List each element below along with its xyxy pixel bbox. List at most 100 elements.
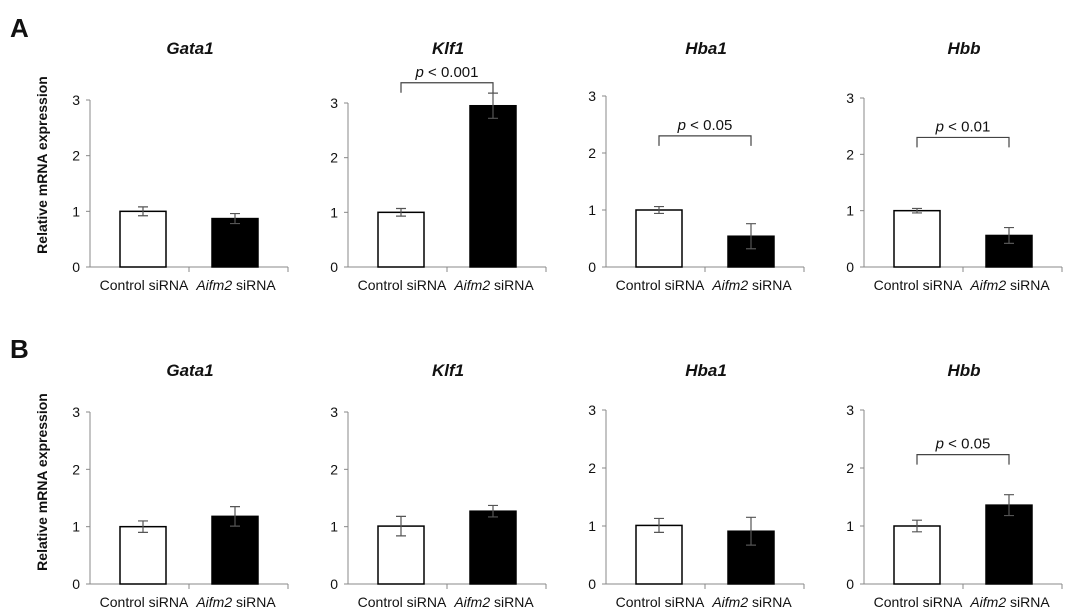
panel-a-y-axis-label: Relative mRNA expression: [34, 76, 50, 254]
chart-grid: Gata1 0 1 2 3 Control siRNA Aifm2 siRNA Klf1 0 1 2…: [72, 39, 1063, 610]
panel-b-gata1-aifm2-error-bar: [230, 506, 240, 527]
panel-a-hba1-chart: Hba1 0 1 2 3 Control siRNA Aifm2 siRNA p < 0.05: [588, 39, 805, 293]
panel-a-hbb-y-tick-label: 0: [846, 259, 854, 275]
panel-a-gata1-chart: Gata1 0 1 2 3 Control siRNA Aifm2 siRNA: [72, 39, 289, 293]
panel-a-hba1-control-error-bar: [654, 205, 664, 215]
panel-a-hba1-category-label: Control siRNA: [616, 277, 705, 293]
panel-a-klf1-significance-bracket: [400, 82, 494, 93]
panel-b-hbb-title: Hbb: [947, 361, 980, 380]
panel-b-gata1-category-label: Aifm2 siRNA: [195, 594, 276, 610]
panel-b-y-axis-label: Relative mRNA expression: [34, 393, 50, 571]
panel-b-gata1-category-label: Control siRNA: [100, 594, 189, 610]
panel-a-klf1-y-tick-label: 1: [330, 204, 338, 220]
panel-b-klf1-category-label: Control siRNA: [358, 594, 447, 610]
panel-b-klf1-y-tick-label: 0: [330, 576, 338, 592]
panel-a-klf1-aifm2-error-bar: [488, 92, 498, 119]
panel-a-klf1-category-label: Control siRNA: [358, 277, 447, 293]
panel-a-hba1-aifm2-bar: [727, 235, 775, 268]
panel-b-hba1-title: Hba1: [685, 361, 727, 380]
panel-b-klf1-aifm2-bar: [469, 510, 517, 585]
panel-b-hbb-significance-bracket: [916, 454, 1010, 465]
panel-b-klf1-control-error-bar: [396, 515, 406, 537]
panel-a-gata1-y-tick-label: 2: [72, 148, 80, 164]
panel-a-hba1-title: Hba1: [685, 39, 727, 58]
panel-a-hba1-category-label: Aifm2 siRNA: [711, 277, 792, 293]
panel-a-klf1-y-tick-label: 3: [330, 95, 338, 111]
panel-a-hba1-y-tick-label: 2: [588, 145, 596, 161]
panel-b-gata1-y-tick-label: 1: [72, 519, 80, 535]
panel-b-hba1-aifm2-error-bar: [746, 516, 756, 546]
panel-a-klf1-p-value: p < 0.001: [415, 64, 479, 81]
panel-b-gata1-y-tick-label: 3: [72, 404, 80, 420]
panel-b-klf1-chart: Klf1 0 1 2 3 Control siRNA Aifm2 siRNA: [330, 361, 547, 610]
panel-a-klf1-category-label: Aifm2 siRNA: [453, 277, 534, 293]
panel-a-hbb-control-bar: [893, 209, 941, 268]
panel-b-hba1-y-tick-label: 3: [588, 402, 596, 418]
panel-a-hbb-y-tick-label: 3: [846, 90, 854, 106]
panel-b-hbb-chart: Hbb 0 1 2 3 Control siRNA Aifm2 siRNA p < 0.05: [846, 361, 1063, 610]
panel-a-hbb-y-tick-label: 2: [846, 146, 854, 162]
panel-b-klf1-y-tick-label: 1: [330, 519, 338, 535]
panel-b-hba1-y-tick-label: 2: [588, 460, 596, 476]
panel-a-klf1-control-bar: [377, 211, 425, 268]
panel-a-hba1-p-value: p < 0.05: [677, 117, 733, 134]
panel-b-hbb-y-tick-label: 3: [846, 402, 854, 418]
panel-a-hba1-y-tick-label: 0: [588, 259, 596, 275]
panel-b-klf1-y-tick-label: 3: [330, 404, 338, 420]
panel-b-hbb-y-tick-label: 1: [846, 518, 854, 534]
panel-b-gata1-control-error-bar: [138, 520, 148, 533]
panel-b-hba1-y-tick-label: 1: [588, 518, 596, 534]
panel-a-klf1-y-tick-label: 0: [330, 259, 338, 275]
panel-b-gata1-control-bar: [119, 525, 167, 585]
panel-b-gata1-title: Gata1: [166, 361, 213, 380]
panel-a-hba1-y-tick-label: 3: [588, 88, 596, 104]
panel-a-hbb-category-label: Aifm2 siRNA: [969, 277, 1050, 293]
panel-a-gata1-title: Gata1: [166, 39, 213, 58]
panel-a-gata1-category-label: Aifm2 siRNA: [195, 277, 276, 293]
panel-a-gata1-control-bar: [119, 210, 167, 268]
panel-b-klf1-category-label: Aifm2 siRNA: [453, 594, 534, 610]
panel-a-hbb-aifm2-error-bar: [1004, 226, 1014, 244]
panel-letter-b: B: [10, 334, 29, 364]
panel-a-hbb-y-tick-label: 1: [846, 203, 854, 219]
panel-a-klf1-y-tick-label: 2: [330, 150, 338, 166]
panel-b-hba1-y-tick-label: 0: [588, 576, 596, 592]
panel-a-klf1-aifm2-bar: [469, 104, 517, 268]
panel-a-gata1-y-tick-label: 0: [72, 259, 80, 275]
panel-b-gata1-y-tick-label: 2: [72, 461, 80, 477]
panel-b-hbb-category-label: Control siRNA: [874, 594, 963, 610]
panel-b-hbb-aifm2-error-bar: [1004, 494, 1014, 517]
panel-b-hbb-control-bar: [893, 525, 941, 585]
panel-a-hba1-control-bar: [635, 209, 683, 268]
panel-b-gata1-aifm2-bar: [211, 515, 259, 585]
panel-b-hbb-y-tick-label: 2: [846, 460, 854, 476]
panel-a-gata1-category-label: Control siRNA: [100, 277, 189, 293]
panel-a-hbb-p-value: p < 0.01: [935, 118, 991, 135]
panel-b-gata1-y-tick-label: 0: [72, 576, 80, 592]
panel-a-klf1-title: Klf1: [432, 39, 464, 58]
panel-b-hba1-category-label: Aifm2 siRNA: [711, 594, 792, 610]
panel-a-hba1-y-tick-label: 1: [588, 202, 596, 218]
panel-b-hba1-category-label: Control siRNA: [616, 594, 705, 610]
panel-a-hbb-control-error-bar: [912, 207, 922, 214]
panel-b-klf1-title: Klf1: [432, 361, 464, 380]
panel-b-klf1-aifm2-error-bar: [488, 504, 498, 518]
panel-a-gata1-y-tick-label: 1: [72, 203, 80, 219]
panel-a-gata1-control-error-bar: [138, 206, 148, 217]
panel-a-hba1-significance-bracket: [658, 135, 752, 146]
panel-a-klf1-control-error-bar: [396, 207, 406, 217]
panel-letter-a: A: [10, 13, 29, 43]
panel-a-hbb-title: Hbb: [947, 39, 980, 58]
panel-a-hba1-aifm2-error-bar: [746, 223, 756, 250]
panel-b-hbb-category-label: Aifm2 siRNA: [969, 594, 1050, 610]
panel-b-hba1-control-bar: [635, 524, 683, 585]
panel-a-hbb-chart: Hbb 0 1 2 3 Control siRNA Aifm2 siRNA p < 0.01: [846, 39, 1063, 293]
panel-b-klf1-y-tick-label: 2: [330, 461, 338, 477]
panel-a-hbb-significance-bracket: [916, 136, 1010, 148]
panel-b-hba1-control-error-bar: [654, 517, 664, 533]
panel-a-gata1-aifm2-error-bar: [230, 212, 240, 225]
panel-b-hba1-chart: Hba1 0 1 2 3 Control siRNA Aifm2 siRNA: [588, 361, 805, 610]
panel-b-hbb-control-error-bar: [912, 519, 922, 533]
panel-a-gata1-y-tick-label: 3: [72, 92, 80, 108]
